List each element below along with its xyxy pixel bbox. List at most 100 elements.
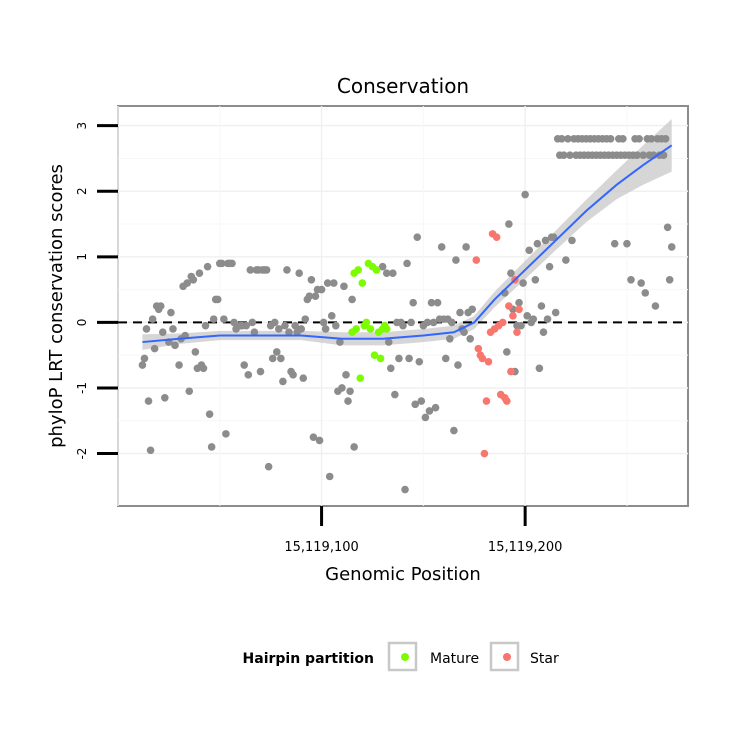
point-other [218,259,226,268]
point-other [195,269,204,278]
point-other [295,269,303,278]
point-star [484,357,493,366]
point-mature [356,374,365,382]
point-other [647,134,656,143]
point-other [156,302,165,310]
point-other [144,397,153,405]
point-other [148,315,157,323]
point-other [209,315,218,323]
point-other [285,328,293,337]
x-tick-label: 15,119,100 [284,540,358,555]
point-other [431,403,440,412]
point-other [454,361,462,369]
point-other [297,325,306,333]
point-other [665,275,674,284]
legend: Hairpin partition Mature Star [243,641,559,672]
point-star [513,328,521,337]
point-star [482,397,491,405]
point-other [651,302,660,310]
point-star [505,302,513,310]
point-other [423,318,432,327]
point-other [515,298,523,307]
point-star [515,305,523,314]
point-other [332,321,340,330]
point-other [564,134,572,143]
point-other [446,334,454,343]
point-other [327,312,336,320]
point-other [207,443,216,451]
point-other [340,282,348,291]
point-other [661,134,670,143]
point-other [321,325,330,333]
point-other [146,446,155,455]
point-other [344,397,352,405]
point-other [391,390,399,399]
point-other [441,354,450,363]
point-other [350,443,358,451]
point-other [545,262,554,271]
point-other [342,371,350,379]
legend-dot-star [503,653,511,661]
point-mature [358,279,367,287]
point-star [503,397,511,405]
legend-label-star: Star [530,651,559,667]
point-other [338,384,346,392]
point-star [507,367,515,376]
point-other [240,361,249,369]
point-mature [382,325,391,333]
point-other [450,426,458,435]
point-other [275,325,283,333]
point-other [427,298,436,307]
point-other [523,312,531,320]
point-other [503,348,511,356]
point-other [307,275,316,284]
point-other [633,151,641,159]
point-other [309,433,318,441]
point-other [386,364,395,373]
point-other [213,295,222,304]
point-other [329,279,338,287]
point-other [319,318,328,327]
point-other [541,236,550,245]
point-other [505,220,513,228]
point-other [248,318,257,327]
point-other [185,387,194,396]
point-other [222,430,230,438]
point-other [460,328,468,337]
point-other [507,269,515,278]
point-mature [362,318,371,327]
point-other [401,485,409,494]
point-other [384,338,393,346]
point-star [509,312,517,320]
point-other [537,302,546,310]
smooth-line [142,144,673,344]
point-mature [354,266,363,274]
point-other [348,295,356,304]
point-other [301,315,310,323]
point-mature [372,266,381,274]
point-star [498,318,507,327]
point-other [389,269,397,278]
point-other [203,262,212,271]
point-other [466,334,474,343]
point-other [417,397,426,405]
point-other [517,321,525,330]
point-other [562,256,570,264]
point-other [619,134,627,143]
point-other [539,328,548,337]
point-other [167,308,175,317]
point-other [437,243,446,251]
point-other [346,387,354,396]
point-other [256,367,265,376]
point-other [403,259,411,268]
point-other [199,364,208,373]
point-other [468,305,477,314]
point-other [169,325,177,333]
point-other [299,374,308,382]
point-mature [376,354,385,363]
point-other [242,321,251,330]
smooth-trend-line [142,144,673,344]
point-other [415,357,424,366]
point-other [272,348,281,356]
